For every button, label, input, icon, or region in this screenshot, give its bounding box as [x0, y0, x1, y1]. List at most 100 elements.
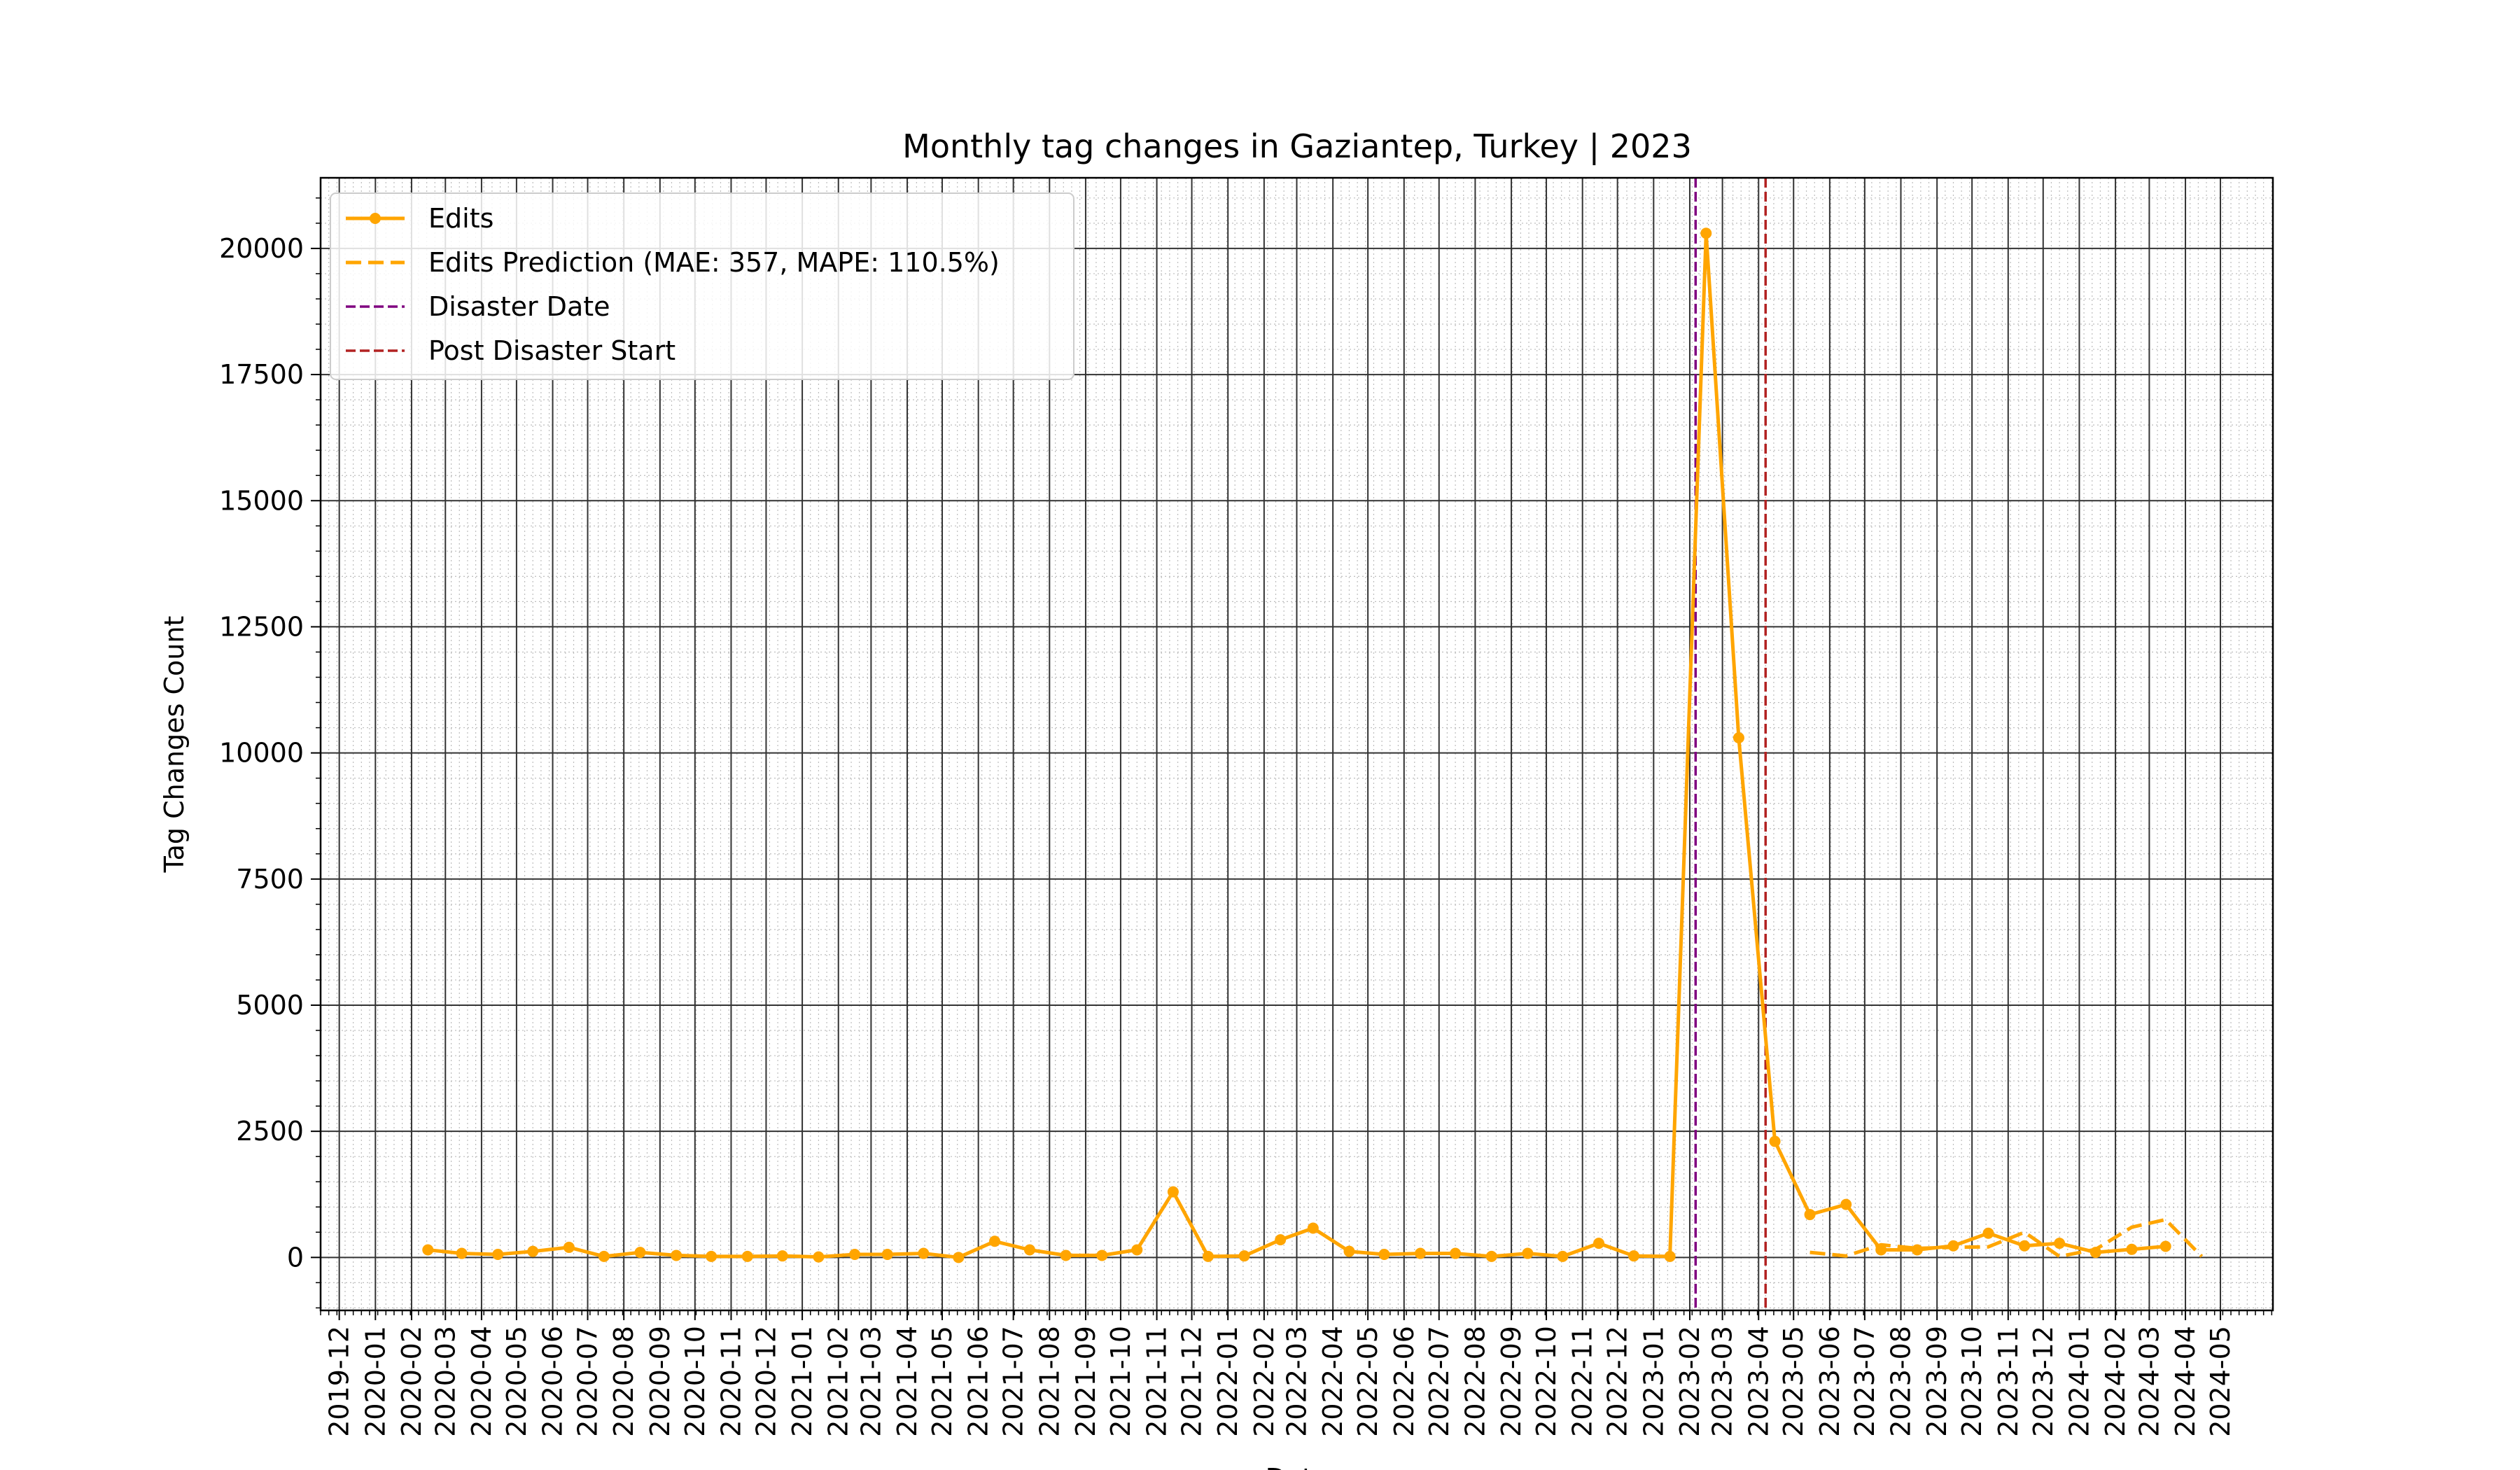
x-tick-label: 2023-08	[1886, 1326, 1917, 1437]
x-tick-label: 2021-09	[1070, 1326, 1101, 1437]
x-tick-label: 2024-04	[2170, 1326, 2201, 1437]
y-tick-label: 20000	[219, 233, 304, 264]
y-axis: 0 2500 5000 7500 10000 12500 15000 17500 20000	[219, 197, 321, 1309]
data-point	[1557, 1250, 1569, 1262]
data-point	[2160, 1240, 2171, 1252]
x-tick-label: 2020-01	[360, 1326, 391, 1437]
x-tick-label: 2024-02	[2100, 1326, 2131, 1437]
data-point	[1307, 1222, 1319, 1234]
data-point	[1167, 1186, 1179, 1198]
x-tick-label: 2022-09	[1496, 1326, 1527, 1437]
data-point	[1804, 1209, 1816, 1221]
x-tick-label: 2020-03	[430, 1326, 461, 1437]
data-point	[1343, 1245, 1355, 1257]
x-tick-label: 2021-02	[823, 1326, 854, 1437]
series-line-0	[428, 231, 2166, 1259]
x-tick-label: 2021-01	[787, 1326, 818, 1437]
y-tick-label: 10000	[219, 738, 304, 769]
x-tick-label: 2020-11	[715, 1326, 746, 1437]
x-tick-label: 2024-05	[2205, 1326, 2236, 1437]
x-tick-label: 2023-10	[1956, 1326, 1987, 1437]
data-point	[2019, 1240, 2031, 1252]
x-tick-label: 2019-12	[324, 1326, 355, 1437]
x-tick-label: 2023-04	[1743, 1326, 1774, 1437]
legend-label: Disaster Date	[428, 291, 610, 322]
data-point	[1023, 1244, 1035, 1256]
x-tick-label: 2021-07	[998, 1326, 1029, 1437]
x-tick-label: 2022-07	[1424, 1326, 1455, 1437]
legend-label: Post Disaster Start	[428, 335, 676, 366]
x-tick-label: 2023-11	[1993, 1326, 2024, 1437]
x-tick-label: 2024-01	[2064, 1326, 2094, 1437]
x-tick-label: 2022-06	[1389, 1326, 1420, 1437]
x-tick-label: 2020-02	[396, 1326, 427, 1437]
y-tick-label: 15000	[219, 485, 304, 516]
y-tick-label: 5000	[236, 990, 304, 1021]
x-tick-label: 2023-07	[1849, 1326, 1880, 1437]
data-point	[988, 1236, 1000, 1247]
x-tick-label: 2021-03	[855, 1326, 886, 1437]
x-tick-label: 2022-03	[1282, 1326, 1312, 1437]
data-point	[918, 1247, 930, 1259]
x-tick-label: 2023-06	[1814, 1326, 1845, 1437]
x-tick-label: 2020-09	[645, 1326, 676, 1437]
x-tick-label: 2023-01	[1638, 1326, 1669, 1437]
x-tick-label: 2023-05	[1778, 1326, 1809, 1437]
data-point	[1131, 1244, 1143, 1256]
x-tick-label: 2020-05	[501, 1326, 532, 1437]
data-point	[953, 1252, 965, 1264]
x-tick-label: 2022-11	[1567, 1326, 1598, 1437]
data-point	[1415, 1247, 1427, 1259]
x-tick-label: 2023-02	[1674, 1326, 1705, 1437]
data-point	[634, 1247, 646, 1259]
x-tick-label: 2021-08	[1034, 1326, 1065, 1437]
legend-marker	[370, 213, 381, 224]
data-point	[2126, 1243, 2138, 1255]
x-tick-label: 2023-12	[2028, 1326, 2059, 1437]
data-point	[1840, 1198, 1852, 1210]
data-point	[1700, 227, 1712, 239]
x-tick-label: 2021-05	[927, 1326, 958, 1437]
y-axis-label: Tag Changes Count	[159, 616, 190, 874]
legend-label: Edits	[428, 203, 493, 234]
x-tick-label: 2021-10	[1105, 1326, 1136, 1437]
data-point	[456, 1247, 468, 1259]
series-layer	[422, 227, 2204, 1264]
data-point	[1450, 1247, 1462, 1259]
data-point	[1096, 1250, 1108, 1261]
data-point	[1628, 1250, 1639, 1262]
data-point	[776, 1250, 788, 1262]
data-point	[422, 1244, 434, 1256]
legend-label: Edits Prediction (MAE: 357, MAPE: 110.5%…	[428, 247, 1000, 278]
data-point	[1732, 732, 1744, 743]
x-tick-label: 2022-10	[1531, 1326, 1562, 1437]
x-tick-label: 2022-05	[1352, 1326, 1383, 1437]
data-point	[1522, 1247, 1534, 1259]
y-tick-label: 7500	[236, 864, 304, 895]
y-tick-label: 2500	[236, 1116, 304, 1147]
data-point	[563, 1241, 575, 1253]
x-tick-label: 2020-12	[750, 1326, 781, 1437]
x-tick-label: 2023-09	[1921, 1326, 1952, 1437]
x-tick-label: 2020-10	[680, 1326, 710, 1437]
data-point	[1593, 1238, 1605, 1250]
x-tick-label: 2022-02	[1249, 1326, 1280, 1437]
legend-box	[330, 192, 1074, 380]
data-point	[849, 1249, 861, 1261]
data-point	[813, 1251, 825, 1263]
data-point	[492, 1249, 504, 1261]
y-tick-label: 12500	[219, 611, 304, 642]
x-tick-label: 2021-06	[963, 1326, 994, 1437]
data-point	[2054, 1238, 2066, 1250]
x-tick-label: 2020-04	[466, 1326, 497, 1437]
x-tick-label: 2022-08	[1460, 1326, 1490, 1437]
x-tick-label: 2020-08	[608, 1326, 639, 1437]
data-point	[1982, 1227, 1994, 1239]
data-point	[1664, 1250, 1676, 1262]
data-point	[1060, 1250, 1072, 1261]
x-tick-label: 2021-12	[1177, 1326, 1208, 1437]
data-point	[1769, 1135, 1781, 1147]
data-point	[741, 1250, 753, 1262]
data-point	[598, 1250, 610, 1262]
x-tick-label: 2022-12	[1602, 1326, 1633, 1437]
